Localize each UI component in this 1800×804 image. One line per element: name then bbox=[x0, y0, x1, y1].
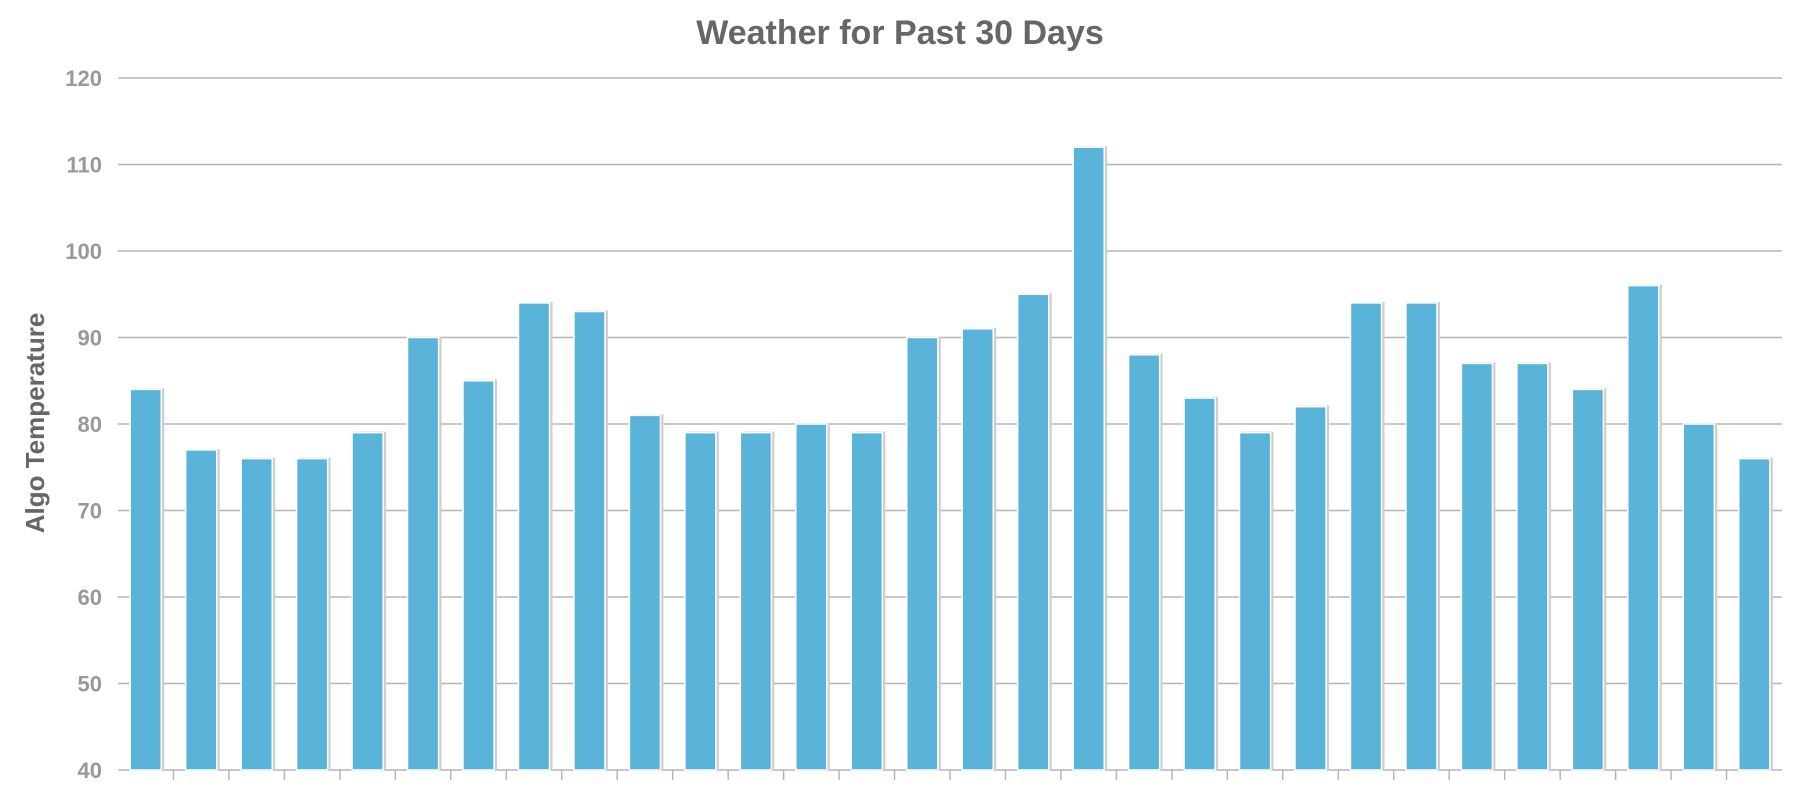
bar-day-2[interactable] bbox=[184, 449, 218, 771]
y-tick-label: 90 bbox=[78, 326, 102, 351]
bar-day-19[interactable] bbox=[1127, 354, 1161, 771]
bar-day-16[interactable] bbox=[961, 328, 995, 771]
y-tick-label: 50 bbox=[78, 672, 102, 697]
bar-day-8[interactable] bbox=[517, 302, 551, 771]
bar-day-18[interactable] bbox=[1072, 146, 1105, 771]
bars bbox=[129, 146, 1773, 771]
bar-day-1[interactable] bbox=[129, 388, 163, 771]
y-tick-label: 80 bbox=[78, 412, 102, 437]
bar-day-10[interactable] bbox=[628, 414, 662, 771]
bar-day-4[interactable] bbox=[295, 457, 329, 771]
bar-day-29[interactable] bbox=[1682, 423, 1716, 771]
y-tick-label: 100 bbox=[65, 239, 102, 264]
bar-day-11[interactable] bbox=[684, 431, 717, 771]
bar-day-3[interactable] bbox=[240, 457, 273, 771]
y-tick-label: 40 bbox=[78, 758, 102, 783]
bar-day-6[interactable] bbox=[406, 336, 440, 771]
y-tick-label: 70 bbox=[78, 499, 102, 524]
bar-day-24[interactable] bbox=[1405, 302, 1438, 771]
bar-day-26[interactable] bbox=[1516, 362, 1549, 771]
y-tick-label: 110 bbox=[67, 153, 103, 178]
bar-day-25[interactable] bbox=[1460, 362, 1494, 771]
bar-day-22[interactable] bbox=[1294, 405, 1327, 771]
bar-day-20[interactable] bbox=[1183, 397, 1216, 771]
y-tick-label: 120 bbox=[65, 66, 102, 91]
bar-day-14[interactable] bbox=[850, 431, 884, 771]
bar-day-17[interactable] bbox=[1016, 293, 1050, 771]
bar-day-9[interactable] bbox=[573, 310, 606, 771]
bar-day-5[interactable] bbox=[351, 431, 384, 771]
bar-day-21[interactable] bbox=[1238, 431, 1272, 771]
gridlines bbox=[118, 77, 1782, 771]
bar-day-28[interactable] bbox=[1627, 284, 1660, 771]
bar-day-15[interactable] bbox=[905, 336, 939, 771]
bar-day-23[interactable] bbox=[1349, 302, 1383, 771]
bar-day-13[interactable] bbox=[795, 423, 828, 771]
y-axis-label: Algo Temperature bbox=[20, 313, 50, 534]
bar-day-12[interactable] bbox=[739, 431, 773, 771]
bar-day-7[interactable] bbox=[462, 380, 495, 771]
bar-day-30[interactable] bbox=[1737, 457, 1771, 771]
y-tick-label: 60 bbox=[78, 585, 102, 610]
chart-title: Weather for Past 30 Days bbox=[696, 14, 1104, 52]
y-axis-ticks: 40 50 60 70 80 90 100 110 120 bbox=[65, 66, 102, 783]
bar-day-27[interactable] bbox=[1571, 388, 1605, 771]
x-axis-ticks bbox=[172, 770, 1728, 780]
